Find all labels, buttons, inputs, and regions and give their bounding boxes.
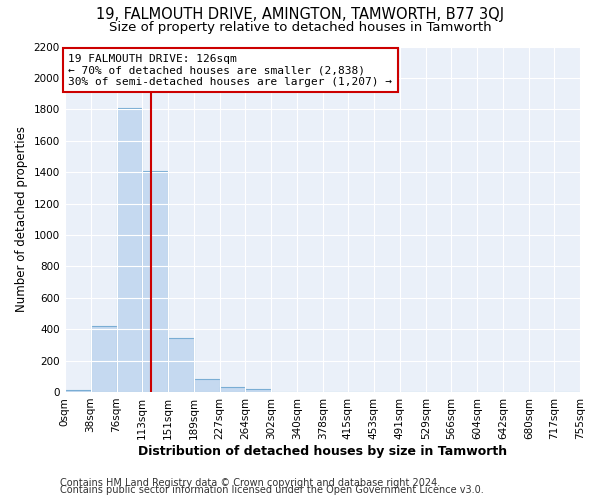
Bar <box>116 108 142 392</box>
Bar <box>65 390 91 392</box>
Y-axis label: Number of detached properties: Number of detached properties <box>15 126 28 312</box>
Bar <box>168 338 194 392</box>
Bar <box>194 380 220 392</box>
Text: 19 FALMOUTH DRIVE: 126sqm
← 70% of detached houses are smaller (2,838)
30% of se: 19 FALMOUTH DRIVE: 126sqm ← 70% of detac… <box>68 54 392 87</box>
Bar <box>245 389 271 392</box>
X-axis label: Distribution of detached houses by size in Tamworth: Distribution of detached houses by size … <box>138 444 507 458</box>
Bar <box>91 326 116 392</box>
Text: 19, FALMOUTH DRIVE, AMINGTON, TAMWORTH, B77 3QJ: 19, FALMOUTH DRIVE, AMINGTON, TAMWORTH, … <box>96 8 504 22</box>
Bar <box>220 387 245 392</box>
Text: Contains public sector information licensed under the Open Government Licence v3: Contains public sector information licen… <box>60 485 484 495</box>
Text: Contains HM Land Registry data © Crown copyright and database right 2024.: Contains HM Land Registry data © Crown c… <box>60 478 440 488</box>
Bar <box>142 170 168 392</box>
Text: Size of property relative to detached houses in Tamworth: Size of property relative to detached ho… <box>109 21 491 34</box>
